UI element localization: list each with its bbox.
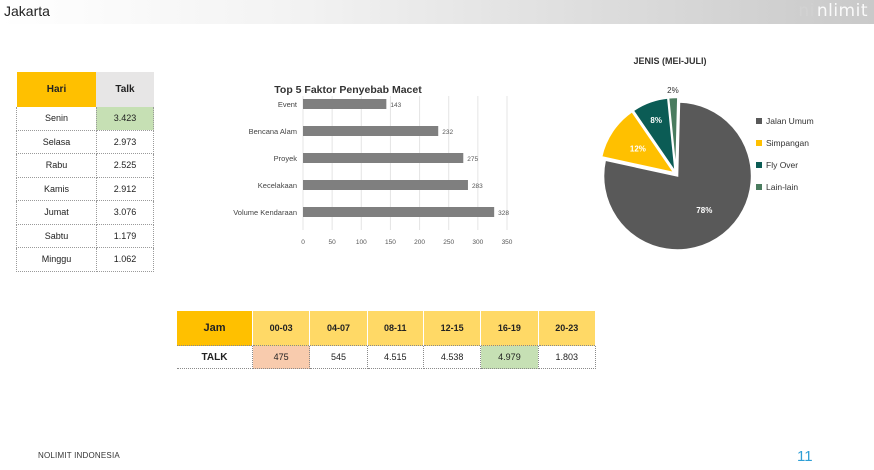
day-cell: Jumat [16, 200, 97, 225]
pie-slice [602, 101, 753, 250]
bar [303, 153, 464, 163]
x-tick-label: 350 [502, 239, 513, 246]
table-row: Rabu 2.525 [16, 153, 155, 178]
pie-slice [600, 110, 676, 174]
header-hour: 16-19 [480, 311, 539, 346]
bar-value-label: 328 [498, 210, 509, 217]
brand-text: nlimit [816, 1, 868, 21]
talk-value-cell: 4.979 [480, 345, 539, 369]
bar [303, 180, 468, 190]
table-row: Selasa 2.973 [16, 130, 155, 154]
table-row: Kamis 2.912 [16, 177, 155, 201]
header-hour: 20-23 [538, 311, 597, 346]
talk-cell: 3.423 [96, 107, 155, 131]
pie-slice [667, 96, 679, 172]
legend-swatch [756, 184, 762, 190]
x-tick-label: 200 [414, 239, 425, 246]
legend-swatch [756, 140, 762, 146]
type-pie-chart: JENIS (MEI-JULI) 78% 12% 8% 2% Jalan Umum Simp… [600, 56, 814, 250]
talk-value-cell: 4.538 [422, 345, 482, 369]
talk-value-cell: 545 [309, 345, 368, 369]
bar [303, 207, 495, 217]
bar-value-label: 275 [467, 156, 478, 163]
day-cell: Sabtu [16, 224, 97, 248]
header-hari: Hari [16, 72, 97, 107]
row-label: TALK [177, 345, 253, 369]
legend-label: Lain-lain [766, 182, 798, 192]
day-cell: Kamis [16, 177, 97, 201]
talk-value-cell: 475 [251, 345, 311, 369]
pie-slice-label: 8% [650, 116, 662, 125]
brand-ghost-text: ni [798, 1, 815, 21]
talk-value-cell: 1.803 [537, 345, 597, 369]
talk-cell: 2.973 [96, 130, 155, 154]
pie-chart-title: JENIS (MEI-JULI) [633, 56, 706, 66]
footer-company: NOLIMIT INDONESIA [38, 451, 120, 460]
table-row: Senin 3.423 [16, 107, 155, 131]
talk-cell: 1.179 [96, 224, 155, 248]
pie-slice [632, 97, 676, 173]
bar-chart-title: Top 5 Faktor Penyebab Macet [274, 84, 422, 96]
legend-swatch [756, 162, 762, 168]
header-jam: Jam [177, 311, 253, 346]
talk-cell: 2.912 [96, 177, 155, 201]
x-tick-label: 150 [385, 239, 396, 246]
x-tick-label: 100 [356, 239, 367, 246]
legend-swatch [756, 118, 762, 124]
talk-value-cell: 4.515 [366, 345, 424, 369]
x-tick-label: 300 [472, 239, 483, 246]
hour-talk-table: Jam 00-03 04-07 08-11 12-15 16-19 20-23 … [177, 311, 597, 369]
talk-cell: 2.525 [96, 153, 155, 178]
header-hour: 08-11 [367, 311, 424, 346]
pie-slice-label: 78% [696, 206, 712, 215]
page-number: 11 [797, 448, 813, 465]
header-hour: 00-03 [252, 311, 311, 346]
header-hour: 12-15 [423, 311, 482, 346]
slide-title: Jakarta [4, 3, 50, 19]
category-label: Kecelakaan [258, 181, 297, 190]
table-row: Sabtu 1.179 [16, 224, 155, 248]
legend-label: Fly Over [766, 160, 798, 170]
table-row: TALK 475 545 4.515 4.538 4.979 1.803 [177, 345, 597, 369]
pie-slice-label: 12% [630, 144, 646, 153]
header-hour: 04-07 [309, 311, 368, 346]
day-talk-table: Hari Talk Senin 3.423 Selasa 2.973 Rabu 2.5… [16, 72, 155, 272]
legend-label: Jalan Umum [766, 116, 814, 126]
day-cell: Selasa [16, 130, 97, 154]
brand-logo: ni nlimit [798, 1, 868, 21]
table-row: Jumat 3.076 [16, 200, 155, 225]
day-cell: Senin [16, 107, 97, 131]
category-label: Proyek [274, 154, 298, 163]
talk-cell: 3.076 [96, 200, 155, 225]
bar [303, 99, 387, 109]
causes-bar-chart: Top 5 Faktor Penyebab Macet 0 50 100 150 200 2… [233, 84, 513, 246]
pie-slice-label: 2% [667, 86, 679, 95]
table-row: Minggu 1.062 [16, 247, 155, 272]
x-tick-label: 0 [301, 239, 305, 246]
bar [303, 126, 439, 136]
bar-value-label: 232 [442, 129, 453, 136]
header-talk: Talk [96, 72, 154, 107]
title-bar [0, 0, 874, 24]
x-tick-label: 50 [329, 239, 337, 246]
category-label: Bencana Alam [249, 127, 297, 136]
x-tick-label: 250 [443, 239, 454, 246]
bar-value-label: 283 [472, 183, 483, 190]
talk-cell: 1.062 [96, 247, 155, 272]
category-label: Volume Kendaraan [233, 208, 297, 217]
day-cell: Minggu [16, 247, 97, 272]
bar-value-label: 143 [390, 102, 401, 109]
legend-label: Simpangan [766, 138, 809, 148]
category-label: Event [278, 100, 298, 109]
day-cell: Rabu [16, 153, 97, 178]
